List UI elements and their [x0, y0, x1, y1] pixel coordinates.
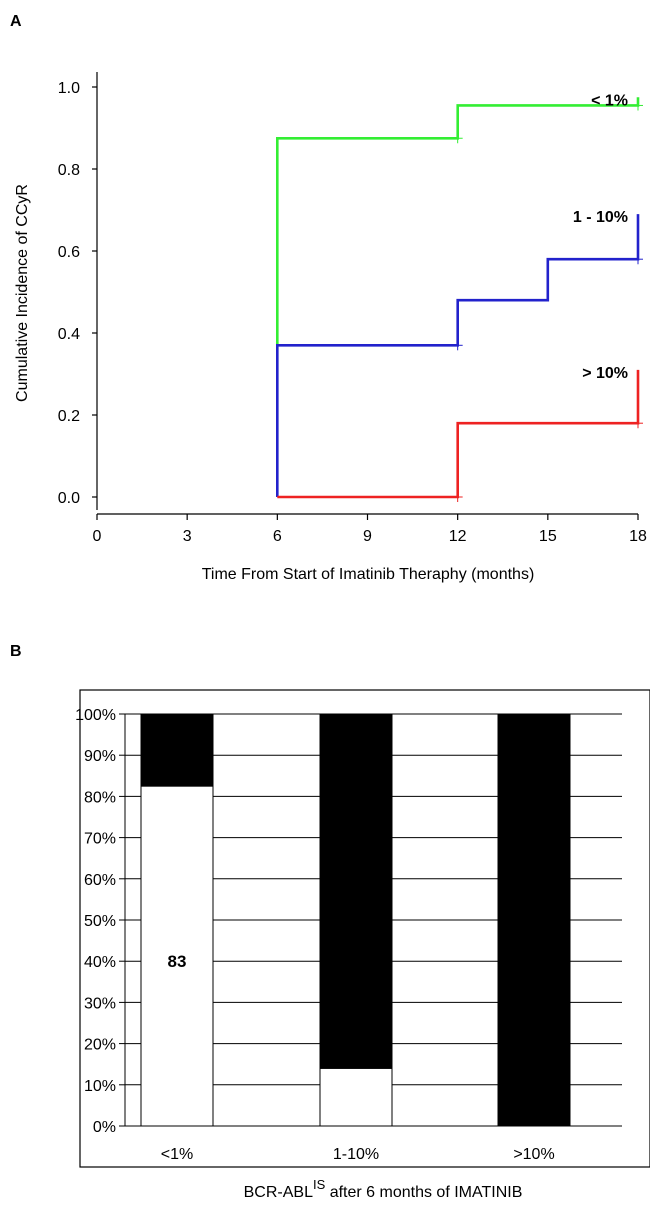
panel-b-axes: 0% 10% 20% 30% 40% 50% 60% 70% 80% 90% 100% <1% 1-10…	[75, 707, 555, 1163]
panel-b-x-axis-label: BCR-ABLIS after 6 months of IMATINIB	[244, 1177, 523, 1201]
panel-b-y-tick-label: 100%	[75, 707, 116, 724]
panel-b-y-tick-label: 80%	[84, 789, 116, 806]
panel-a-x-tick-label: 18	[629, 528, 647, 545]
panel-a-x-tick-label: 9	[363, 528, 372, 545]
panel-b-x-label-main: BCR-ABL	[244, 1184, 313, 1201]
panel-a-x-tick-label: 0	[93, 528, 102, 545]
panel-b-category-label: >10%	[513, 1146, 554, 1163]
panel-b-letter: B	[10, 643, 22, 660]
panel-a-series-group: < 1% 1 - 10% > 10%	[276, 92, 643, 502]
panel-b-y-tick-label: 40%	[84, 954, 116, 971]
panel-b-y-tick-label: 20%	[84, 1037, 116, 1054]
panel-b-category-label: <1%	[161, 1146, 193, 1163]
panel-b-bar-segment-2	[497, 713, 571, 1127]
panel-a-y-axis-label: Cumulative Incidence of CCyR	[14, 184, 31, 402]
panel-b-bar-segment-1	[319, 1067, 393, 1127]
panel-a-x-tick-label: 3	[183, 528, 192, 545]
panel-a-axes: 0.0 0.2 0.4 0.6 0.8 1.0 0 3 6 9 12 15 18	[58, 72, 647, 545]
panel-b-y-tick-label: 30%	[84, 995, 116, 1012]
panel-b-x-label-superscript: IS	[313, 1177, 326, 1192]
panel-a-series-label-1: < 1%	[591, 92, 628, 109]
panel-a-letter: A	[10, 13, 22, 30]
panel-a-series-label-3: > 10%	[582, 365, 628, 382]
panel-a-y-tick-label: 1.0	[58, 80, 80, 97]
panel-a-series-label-2: 1 - 10%	[573, 209, 628, 226]
panel-b-bar-segment-2	[140, 713, 214, 787]
panel-a-x-tick-label: 12	[449, 528, 467, 545]
panel-b-y-tick-label: 90%	[84, 748, 116, 765]
panel-a-y-tick-label: 0.4	[58, 326, 80, 343]
panel-a-y-tick-label: 0.6	[58, 244, 80, 261]
panel-a-x-tick-label: 6	[273, 528, 282, 545]
panel-b-y-tick-label: 50%	[84, 913, 116, 930]
panel-b-y-tick-label: 0%	[93, 1119, 116, 1136]
panel-a-series-line-3	[277, 369, 640, 499]
panel-a-series-line-2	[276, 214, 640, 497]
panel-b-bar-value-label: 100	[520, 911, 548, 930]
panel-b-y-tick-label: 60%	[84, 872, 116, 889]
panel-a-x-tick-label: 15	[539, 528, 557, 545]
panel-a-chart: A Cumulative Incidence of CCyR Time From…	[10, 13, 647, 583]
panel-b-y-tick-label: 10%	[84, 1078, 116, 1095]
panel-b-frame	[79, 689, 650, 1168]
panel-a-x-axis-label: Time From Start of Imatinib Theraphy (mo…	[202, 566, 535, 583]
panel-a-y-tick-label: 0.0	[58, 490, 80, 507]
panel-b-bar-segment-2	[319, 713, 393, 1069]
panel-b-x-label-rest: after 6 months of IMATINIB	[325, 1184, 522, 1201]
panel-b-category-label: 1-10%	[333, 1146, 379, 1163]
panel-a-y-tick-label: 0.8	[58, 162, 80, 179]
panel-b-chart: B 83 86 100 0% 10% 20% 30% 40% 50% 60% 70% 80% 90% 1…	[10, 643, 650, 1201]
panel-b-bar-value-label: 86	[347, 870, 366, 889]
panel-a-y-tick-label: 0.2	[58, 408, 80, 425]
panel-b-bars: 83 86 100	[140, 713, 571, 1127]
panel-b-y-tick-label: 70%	[84, 831, 116, 848]
panel-b-bar-value-label: 83	[168, 952, 187, 971]
